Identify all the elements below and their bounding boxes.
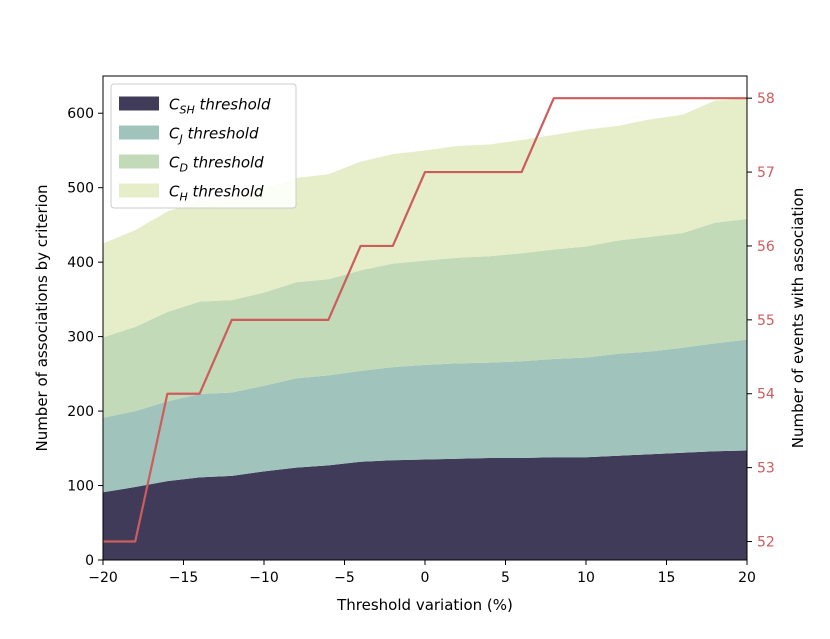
y-tick-label: 100	[67, 479, 94, 495]
x-tick-label: 5	[501, 570, 510, 586]
x-tick-label: 15	[658, 570, 676, 586]
right-y-axis-ticks: 52 53 54 55 56 57 58	[747, 91, 775, 551]
right-y-tick-label: 55	[757, 313, 775, 329]
legend-box	[110, 83, 297, 209]
legend-swatch-cj	[119, 125, 159, 140]
legend-swatch-ch	[119, 183, 159, 198]
y-tick-label: 600	[67, 106, 94, 122]
x-tick-label: 20	[738, 570, 756, 586]
legend-label-cj: CJ threshold	[169, 125, 259, 146]
right-y-tick-label: 58	[757, 91, 775, 107]
events-step-line	[103, 97, 747, 543]
right-y-tick-label: 57	[757, 165, 775, 181]
legend-swatch-csh	[119, 96, 159, 111]
x-tick-label: 0	[421, 570, 430, 586]
events-step-line-group	[103, 97, 747, 543]
right-y-tick-label: 53	[757, 461, 775, 477]
y-axis-title: Number of associations by criterion	[33, 184, 51, 451]
legend: CSH threshold CJ threshold CD threshold CH …	[110, 83, 297, 209]
legend-label-csh: CSH threshold	[169, 96, 271, 117]
area-cd	[103, 218, 747, 418]
right-y-tick-label: 52	[757, 535, 775, 551]
x-axis-title: Threshold variation (%)	[336, 596, 513, 614]
x-tick-label: −15	[169, 570, 199, 586]
legend-label-cd: CD threshold	[169, 154, 264, 175]
area-csh	[103, 450, 747, 560]
x-tick-label: −5	[334, 570, 355, 586]
y-tick-label: 300	[67, 330, 94, 346]
y-tick-label: 0	[85, 553, 94, 569]
x-axis-ticks: −20 −15 −10 −5 0 5 10 15 20	[88, 560, 756, 586]
x-tick-label: −10	[249, 570, 279, 586]
y-tick-label: 400	[67, 255, 94, 271]
legend-swatch-cd	[119, 154, 159, 169]
right-y-axis-title: Number of events with association	[789, 188, 807, 449]
area-ch	[103, 98, 747, 338]
right-y-tick-label: 56	[757, 239, 775, 255]
y-tick-label: 200	[67, 404, 94, 420]
right-y-tick-label: 54	[757, 387, 775, 403]
stacked-areas	[103, 98, 747, 560]
x-tick-label: −20	[88, 570, 118, 586]
legend-label-ch: CH threshold	[169, 183, 264, 204]
x-tick-label: 10	[577, 570, 595, 586]
area-cj	[103, 339, 747, 493]
y-axis-ticks: 0 100 200 300 400 500 600	[67, 106, 103, 569]
y-tick-label: 500	[67, 181, 94, 197]
